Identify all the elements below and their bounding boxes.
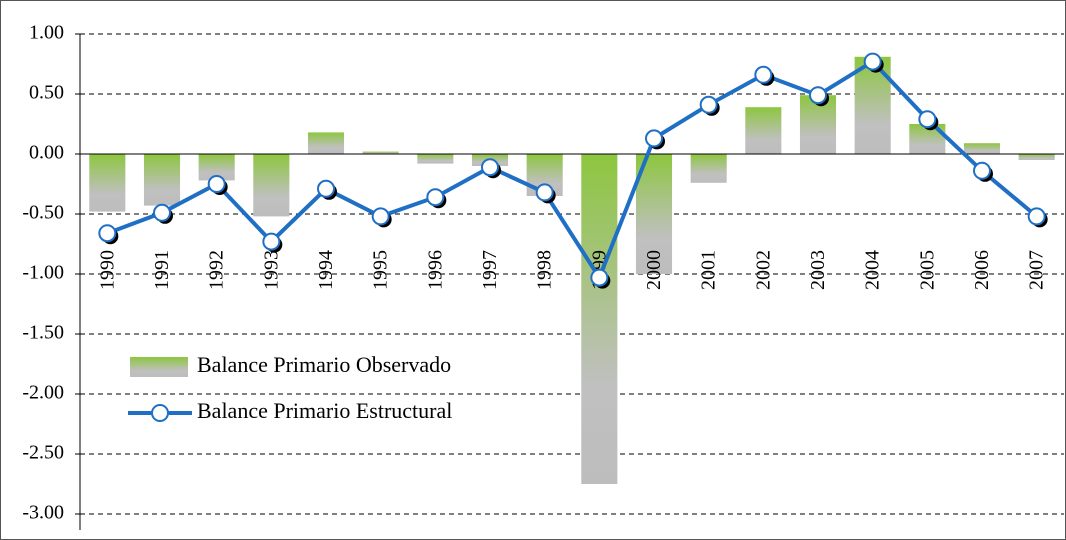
x-tick-label: 2000 — [643, 250, 665, 290]
x-tick-label: 2002 — [752, 250, 774, 290]
x-tick-label: 1991 — [151, 250, 173, 290]
marker — [699, 95, 718, 114]
y-tick-label: -2.00 — [22, 382, 64, 404]
x-tick-label: 1997 — [479, 250, 501, 290]
line — [106, 59, 1038, 282]
bar — [581, 154, 618, 484]
x-tick-label: 2006 — [971, 250, 993, 290]
marker — [262, 232, 281, 251]
bar — [307, 132, 345, 154]
y-tick-label: 0.50 — [29, 82, 64, 104]
bar — [745, 107, 782, 154]
bar — [963, 143, 1001, 154]
y-tick-label: 0.00 — [29, 142, 64, 164]
bar — [417, 154, 454, 164]
marker — [535, 183, 554, 202]
legend-label: Balance Primario Estructural — [197, 398, 452, 423]
y-tick-label: -1.50 — [22, 322, 64, 344]
marker — [481, 158, 499, 177]
marker — [973, 161, 991, 180]
marker — [426, 188, 445, 207]
x-tick-label: 1996 — [424, 250, 446, 290]
legend-marker — [151, 404, 169, 422]
marker — [809, 86, 827, 105]
marker — [98, 224, 117, 243]
legend-label: Balance Primario Observado — [197, 352, 451, 377]
marker — [317, 179, 335, 198]
marker — [645, 129, 663, 148]
bar — [690, 154, 727, 183]
legend-swatch — [130, 357, 188, 377]
x-tick-label: 2005 — [916, 250, 938, 290]
marker — [371, 207, 390, 226]
y-tick-label: 1.00 — [29, 22, 64, 44]
bar — [362, 151, 399, 154]
y-tick-label: -3.00 — [22, 502, 64, 524]
x-tick-label: 2001 — [698, 250, 720, 290]
marker — [1027, 207, 1046, 226]
x-tick-label: 1994 — [315, 250, 337, 290]
marker — [754, 65, 773, 84]
marker — [153, 203, 171, 222]
x-tick-label: 2004 — [862, 250, 884, 290]
y-tick-label: -1.00 — [22, 262, 64, 284]
x-tick-label: 1993 — [260, 250, 282, 290]
marker — [590, 268, 609, 287]
x-tick-label: 1998 — [534, 250, 556, 290]
bar — [89, 154, 126, 212]
marker — [207, 175, 226, 193]
x-tick-label: 1992 — [206, 250, 228, 290]
x-tick-label: 2003 — [807, 250, 829, 290]
y-tick-label: -2.50 — [22, 442, 64, 464]
bar — [1018, 154, 1055, 160]
marker — [918, 110, 937, 129]
x-tick-label: 1990 — [96, 250, 118, 290]
x-tick-label: 2007 — [1026, 250, 1048, 290]
marker — [863, 52, 882, 71]
y-tick-label: -0.50 — [22, 202, 64, 224]
bar — [143, 154, 181, 206]
x-tick-label: 1995 — [370, 250, 392, 290]
bar — [253, 154, 290, 217]
